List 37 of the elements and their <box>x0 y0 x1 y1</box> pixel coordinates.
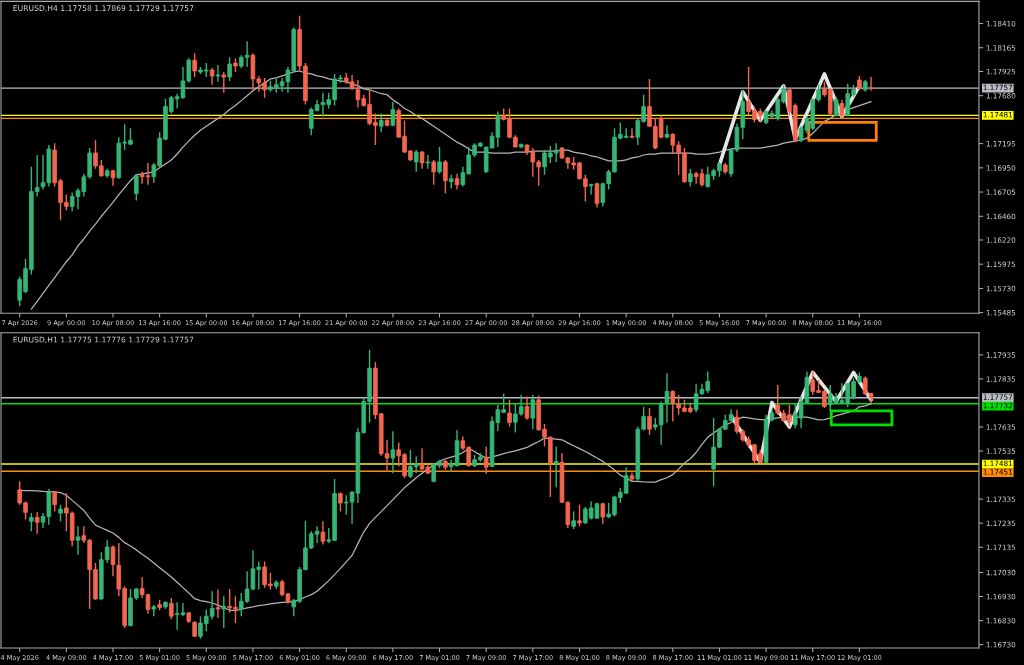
candlestick <box>34 511 40 535</box>
candlestick <box>215 64 221 83</box>
candlestick <box>577 503 582 528</box>
candlestick <box>868 76 874 92</box>
candlestick <box>215 588 221 619</box>
candlestick <box>390 100 396 128</box>
candlestick <box>629 127 635 139</box>
candlestick <box>588 182 594 196</box>
candlestick <box>338 491 343 513</box>
candlestick <box>431 159 436 186</box>
candlestick <box>169 597 174 620</box>
candlestick <box>839 98 845 120</box>
candlestick <box>483 445 489 475</box>
line-series <box>30 70 872 310</box>
candlestick <box>507 399 512 428</box>
candlestick <box>425 154 431 170</box>
candlestick <box>524 395 530 421</box>
candlestick <box>530 394 536 430</box>
candlestick <box>443 159 448 195</box>
candlestick <box>413 149 419 173</box>
candlestick <box>320 520 326 546</box>
candlestick <box>594 181 600 209</box>
candlestick <box>664 124 670 139</box>
candlestick <box>390 430 396 474</box>
candlestick <box>29 512 34 533</box>
candlestick <box>134 173 139 202</box>
line-series <box>19 403 872 612</box>
candlestick <box>75 525 81 556</box>
candlestick <box>221 71 227 94</box>
candlestick <box>437 146 442 175</box>
candlestick <box>192 52 197 78</box>
candlestick <box>221 595 227 629</box>
candlestick <box>647 407 652 436</box>
candlestick <box>227 56 232 82</box>
candlestick <box>378 112 384 133</box>
candlestick <box>110 544 116 578</box>
candlestick <box>553 445 559 488</box>
